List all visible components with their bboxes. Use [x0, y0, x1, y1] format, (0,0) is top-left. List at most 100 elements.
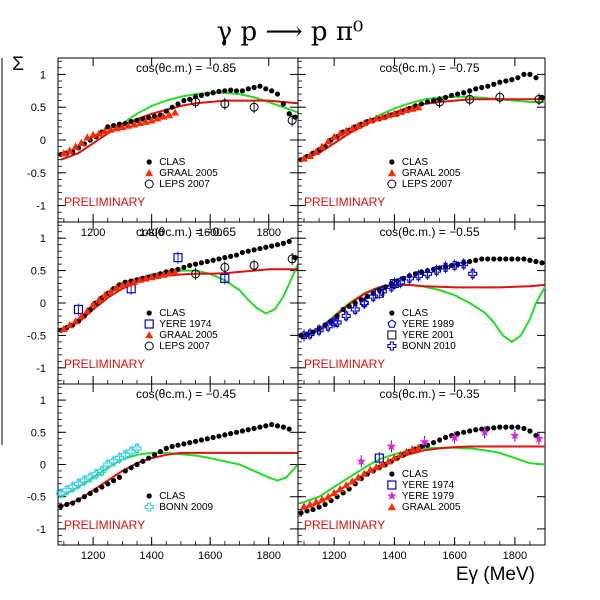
clas-point [304, 508, 310, 514]
clas-point [473, 257, 479, 263]
clas-point [169, 443, 175, 450]
graal-2005-point [59, 324, 68, 333]
clas-point [87, 490, 93, 497]
x-tick-label: 1800 [256, 550, 280, 562]
clas-point [111, 122, 117, 129]
bonn-2010-point [459, 259, 469, 269]
green-model-curve [300, 446, 546, 505]
graal-2005-point [71, 317, 80, 325]
clas-point [497, 79, 503, 85]
graal-2005-point [360, 469, 369, 477]
clas-point [181, 98, 187, 104]
bonn-2010-point [432, 266, 442, 276]
clas-point [93, 487, 99, 493]
leps-2007-point [249, 260, 259, 270]
clas-point [274, 242, 281, 248]
legend-label-leps-2007: LEPS 2007 [159, 341, 210, 352]
panel-title: cos(θc.m.) = −0.45 [136, 387, 236, 401]
x-tick-label: 1200 [81, 550, 105, 562]
clas-point [251, 247, 257, 253]
panel-6: 1200 1400 1600 1800 cos(θc.m.) = −0.35 PRELIM… [297, 383, 546, 562]
graal-2005-point [59, 149, 68, 157]
clas-point [105, 481, 111, 487]
clas-point [187, 96, 193, 102]
leps-2007-point [435, 97, 445, 107]
clas-point [346, 303, 352, 309]
yere-1979-point [419, 437, 430, 446]
clas-point [322, 501, 328, 508]
graal-2005-point [312, 497, 321, 506]
clas-point [442, 434, 449, 441]
graal-2005-point [112, 283, 121, 291]
clas-point [533, 75, 539, 81]
bonn-2009-point [73, 479, 84, 489]
legend-marker-leps-2007 [387, 179, 397, 189]
clas-point [479, 426, 485, 432]
legend-marker-clas [389, 159, 395, 165]
graal-2005-point [94, 129, 103, 137]
panel-title: cos(θc.m.) = −0.75 [379, 61, 479, 75]
graal-2005-point [396, 450, 405, 459]
x-tick-label: 1600 [198, 227, 222, 239]
leps-2007-point [287, 254, 297, 264]
leps-2007-point [191, 269, 201, 279]
yere-1979-point [386, 441, 397, 451]
legend-marker-leps-2007 [144, 179, 154, 189]
yere-1974-point [374, 453, 384, 463]
clas-point [151, 452, 158, 458]
bonn-2010-point [404, 273, 415, 283]
bonn-2010-point [341, 311, 351, 321]
clas-point [442, 94, 449, 100]
clas-point [116, 474, 123, 480]
graal-2005-point [83, 306, 92, 314]
graal-2005-point [124, 279, 133, 287]
clas-point [175, 101, 181, 107]
clas-point [64, 501, 70, 508]
clas-point [479, 84, 485, 91]
clas-point [146, 455, 152, 461]
clas-point [274, 91, 281, 97]
clas-point [473, 427, 479, 433]
clas-point [497, 424, 503, 430]
bonn-2009-point [62, 485, 72, 495]
clas-point [187, 262, 193, 269]
y-tick-label: -1 [36, 363, 46, 375]
y-tick-label: 0.5 [31, 266, 46, 278]
graal-2005-point [141, 274, 150, 282]
panel-title: cos(θc.m.) = −0.55 [379, 225, 479, 239]
graal-2005-point [147, 273, 156, 281]
graal-2005-point [414, 103, 423, 111]
clas-point [175, 266, 181, 272]
clas-point [527, 428, 533, 434]
legend-label-bonn-2009: BONN 2009 [159, 502, 213, 513]
clas-point [134, 461, 140, 468]
y-tick-label: -1 [36, 524, 46, 536]
yere-1974-point [173, 253, 183, 263]
graal-2005-point [372, 463, 381, 471]
clas-point [233, 88, 240, 94]
clas-point [239, 428, 245, 434]
legend-marker-clas [146, 493, 152, 499]
panel-1: -1 -0.5 0 0.5 1 1200 1400 1600 1800 cos(θc.m.) = … [27, 57, 299, 239]
clas-point [521, 425, 527, 432]
legend-label-graal-2005: GRAAL 2005 [159, 330, 218, 341]
clas-point [509, 256, 515, 262]
clas-point [216, 256, 222, 262]
graal-2005-point [384, 457, 393, 465]
bonn-2009-point [79, 476, 89, 486]
graal-2005-point [118, 280, 127, 289]
clas-point [216, 88, 222, 95]
graal-2005-point [124, 121, 133, 129]
clas-point [449, 92, 455, 98]
clas-point [163, 445, 169, 451]
clas-point [473, 86, 479, 92]
legend-label-yere-2001: YERE 2001 [402, 330, 455, 341]
y-tick-label: 0.5 [31, 427, 46, 439]
clas-point [239, 88, 245, 94]
bonn-2010-point [450, 260, 460, 270]
legend-label-clas: CLAS [402, 157, 428, 168]
bonn-2010-point [377, 286, 387, 296]
clas-point [228, 430, 234, 437]
yere-1979-point [480, 427, 490, 437]
yere-1989-point [299, 330, 309, 340]
